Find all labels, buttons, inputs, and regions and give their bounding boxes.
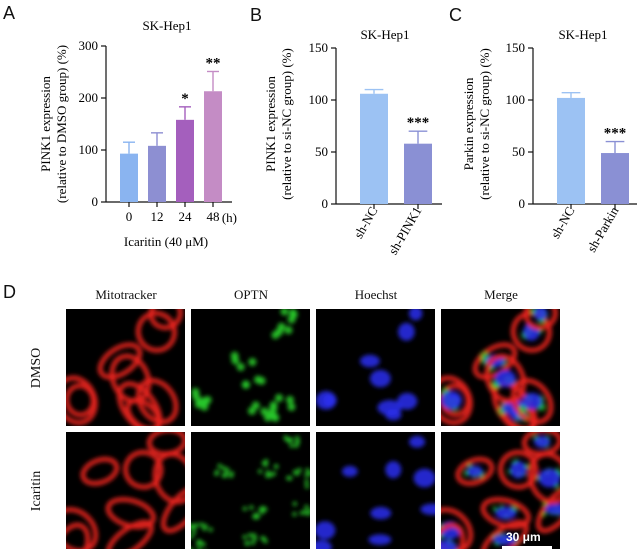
significance-marker: *: [181, 91, 189, 107]
y-tick-label: 0: [519, 196, 526, 211]
x-tick-label: sh-NC: [548, 204, 578, 241]
x-tick-label: sh-NC: [351, 204, 381, 241]
chart-a-xlabel: Icaritin (40 μM): [124, 234, 208, 249]
chart-a-ylabel: PINK1 expression: [38, 76, 53, 172]
x-tick-label: 12: [151, 209, 164, 224]
chart-b-title: SK-Hep1: [360, 27, 409, 42]
panel-letter-d: D: [3, 282, 16, 302]
x-tick-label: sh-Parkin: [584, 204, 622, 255]
y-tick-label: 0: [92, 194, 99, 209]
chart-b-ylabel2: (relative to si-NC group) (%): [279, 48, 294, 200]
row-label-icaritin: Icaritin: [29, 470, 44, 512]
chart-c-title: SK-Hep1: [558, 27, 607, 42]
chart-a: SK-Hep1 PINK1 expression (relative to DM…: [38, 18, 237, 249]
bar-24: [176, 119, 194, 202]
micrograph-merge-dmso: [441, 309, 560, 426]
significance-marker: **: [206, 55, 221, 71]
column-label-hoechst: Hoechst: [354, 287, 398, 302]
bar-12: [148, 145, 166, 202]
x-tick-label: 24: [179, 209, 193, 224]
x-tick-label: 0: [126, 209, 133, 224]
bar-0: [120, 153, 138, 202]
column-label-merge: Merge: [484, 287, 518, 302]
y-tick-label: 300: [79, 38, 99, 53]
y-tick-label: 0: [322, 196, 329, 211]
chart-c-ylabel: Parkin expression: [461, 77, 476, 170]
scale-bar-label: 30 μm: [506, 530, 541, 544]
micrograph-hoechst-dmso: [316, 309, 435, 426]
y-tick-label: 100: [506, 92, 526, 107]
chart-b-ylabel: PINK1 expression: [263, 76, 278, 172]
panel-letter-a: A: [3, 3, 16, 23]
micrograph-hoechst-icaritin: [316, 432, 435, 549]
micrograph-merge-icaritin: [441, 432, 560, 549]
y-tick-label: 50: [315, 144, 328, 159]
chart-a-x-unit: (h): [222, 210, 237, 225]
chart-b: SK-Hep1 PINK1 expression (relative to si…: [263, 27, 442, 257]
chart-a-title: SK-Hep1: [142, 18, 191, 33]
y-tick-label: 150: [506, 40, 526, 55]
chart-c: SK-Hep1 Parkin expression (relative to s…: [461, 27, 637, 255]
scale-bar: [502, 546, 552, 549]
y-tick-label: 100: [309, 92, 329, 107]
micrograph-mitotracker-dmso: [66, 309, 185, 426]
panel-letter-c: C: [449, 5, 462, 25]
y-tick-label: 100: [79, 142, 99, 157]
x-tick-label: sh-PINK1: [385, 204, 424, 257]
bar-48: [204, 91, 222, 202]
micrograph-mitotracker-icaritin: [66, 432, 185, 549]
y-tick-label: 50: [512, 144, 525, 159]
chart-a-ylabel2: (relative to DMSO group) (%): [54, 45, 69, 203]
significance-marker: ***: [604, 126, 627, 142]
significance-marker: ***: [407, 115, 430, 131]
bar-sh-NC: [557, 97, 585, 204]
column-label-mitotracker: Mitotracker: [95, 287, 157, 302]
row-label-dmso: DMSO: [29, 347, 44, 389]
column-label-optn: OPTN: [234, 287, 268, 302]
micrograph-optn-dmso: [191, 309, 310, 426]
chart-c-ylabel2: (relative to si-NC group) (%): [477, 48, 492, 200]
panel-letter-b: B: [250, 5, 263, 25]
bar-sh-NC: [360, 93, 388, 204]
y-tick-label: 150: [309, 40, 329, 55]
bar-sh-Parkin: [601, 153, 629, 204]
y-tick-label: 200: [79, 90, 99, 105]
bar-sh-PINK1: [404, 143, 432, 204]
micrograph-optn-icaritin: [191, 432, 310, 549]
x-tick-label: 48: [207, 209, 220, 224]
